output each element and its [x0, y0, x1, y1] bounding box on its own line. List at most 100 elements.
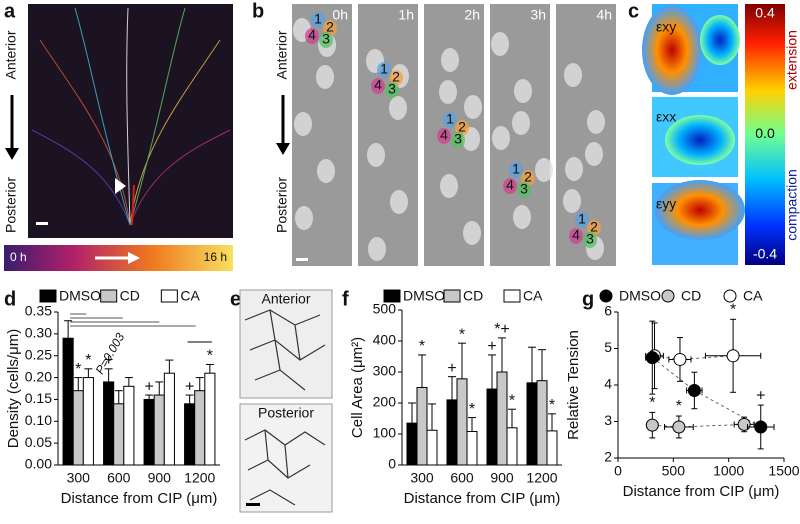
- tracked-cell: [517, 182, 531, 198]
- point: [726, 349, 740, 363]
- tracked-cell: [443, 112, 457, 128]
- arrowhead: [115, 178, 126, 194]
- y-tick-label: 0.15: [25, 390, 52, 406]
- significance-marker: *: [459, 326, 465, 343]
- bar: [82, 377, 94, 466]
- timelapse-image: [358, 4, 418, 266]
- tracked-cell: [521, 170, 535, 186]
- y-tick-label: 100: [373, 425, 397, 441]
- strain-colorbar: [745, 4, 785, 265]
- bar: [466, 431, 478, 466]
- y-axis-label: Density (cells/μm): [5, 329, 22, 449]
- significance-marker: +: [185, 378, 194, 395]
- colorbar-label: compaction: [784, 169, 800, 241]
- colorbar-tick-label: 0.4: [755, 5, 775, 21]
- x-tick-label: 1200: [526, 470, 557, 486]
- time-label: 2h: [464, 7, 480, 23]
- tracked-cell: [377, 62, 391, 78]
- cell-number: 3: [454, 131, 462, 147]
- y-tick-label: 0.25: [25, 346, 52, 362]
- tracked-cell: [575, 212, 589, 228]
- trend-line: [651, 357, 762, 428]
- x-tick-label: 600: [107, 470, 131, 486]
- cell: [564, 63, 582, 87]
- bar: [406, 422, 418, 466]
- cell-number: 2: [590, 219, 598, 235]
- y-tick-label: 5: [604, 339, 612, 355]
- image-label: Posterior: [258, 405, 314, 421]
- significance-marker: *: [85, 352, 91, 369]
- significance-marker: *: [469, 401, 475, 418]
- cell-number: 3: [388, 81, 396, 97]
- bar: [496, 371, 508, 466]
- legend-swatch: [160, 289, 178, 303]
- tracked-cell: [587, 220, 601, 236]
- bar: [103, 381, 115, 466]
- bar: [163, 372, 175, 466]
- bar: [143, 398, 155, 466]
- cell: [585, 142, 603, 166]
- tracked-cell: [451, 132, 465, 148]
- cell-number: 1: [578, 211, 586, 227]
- time-label: 0h: [332, 7, 348, 23]
- time-label: 3h: [530, 7, 546, 23]
- point: [672, 420, 686, 434]
- legend-label: CD: [681, 288, 701, 304]
- significance-marker: +: [487, 338, 496, 355]
- cell: [389, 96, 407, 120]
- y-tick-label: 0: [388, 456, 396, 472]
- colorbar-label: 0 h: [10, 250, 27, 264]
- legend-swatch: [100, 289, 118, 303]
- significance-marker: *: [419, 338, 425, 355]
- bar: [536, 380, 548, 466]
- bar: [184, 403, 196, 466]
- legend-label: CD: [120, 288, 140, 304]
- trend-line: [654, 355, 734, 360]
- cell: [367, 143, 385, 167]
- significance-marker: *: [730, 302, 736, 319]
- cell-number: 4: [440, 127, 448, 143]
- tracked-cell: [305, 28, 319, 44]
- y-tick-label: 4: [604, 376, 612, 392]
- axis-label: Anterior: [274, 30, 290, 79]
- bar: [486, 388, 498, 466]
- bar: [194, 390, 206, 466]
- legend-swatch: [443, 289, 461, 303]
- arrow: [5, 148, 19, 160]
- x-axis-label: Distance from CIP (μm): [404, 490, 561, 507]
- bar: [446, 399, 458, 466]
- scale-bar: [246, 503, 260, 506]
- bar: [204, 372, 216, 466]
- tracked-cell: [319, 32, 333, 48]
- tracked-cell: [455, 120, 469, 136]
- point: [645, 351, 659, 365]
- tracked-cell: [389, 70, 403, 86]
- point: [687, 383, 701, 397]
- significance-marker: *: [207, 348, 213, 365]
- legend-swatch: [383, 289, 401, 303]
- cell: [368, 237, 386, 261]
- y-tick-label: 0.35: [25, 303, 52, 319]
- significance-marker: *: [549, 397, 555, 414]
- axis-label: Anterior: [3, 30, 19, 79]
- bar: [113, 403, 125, 466]
- point: [645, 418, 659, 432]
- legend-label: CA: [180, 288, 200, 304]
- legend-swatch: [39, 289, 57, 303]
- y-tick-label: 0.10: [25, 412, 52, 428]
- bar: [506, 427, 518, 466]
- cell: [464, 95, 482, 119]
- panel-letter: g: [582, 288, 594, 310]
- cell-outlines: [244, 309, 326, 506]
- cell-number: 2: [524, 169, 532, 185]
- cell-number: 4: [572, 227, 580, 243]
- tracked-cell: [437, 128, 451, 144]
- map-label: εxy: [656, 19, 676, 35]
- cell: [440, 174, 458, 198]
- cell-number: 2: [392, 69, 400, 85]
- arrow: [276, 143, 290, 155]
- x-tick-label: 1200: [184, 470, 215, 486]
- colorbar-tick-label: 0.0: [755, 125, 775, 141]
- cell-number: 1: [314, 11, 322, 27]
- y-tick-label: 0.20: [25, 368, 52, 384]
